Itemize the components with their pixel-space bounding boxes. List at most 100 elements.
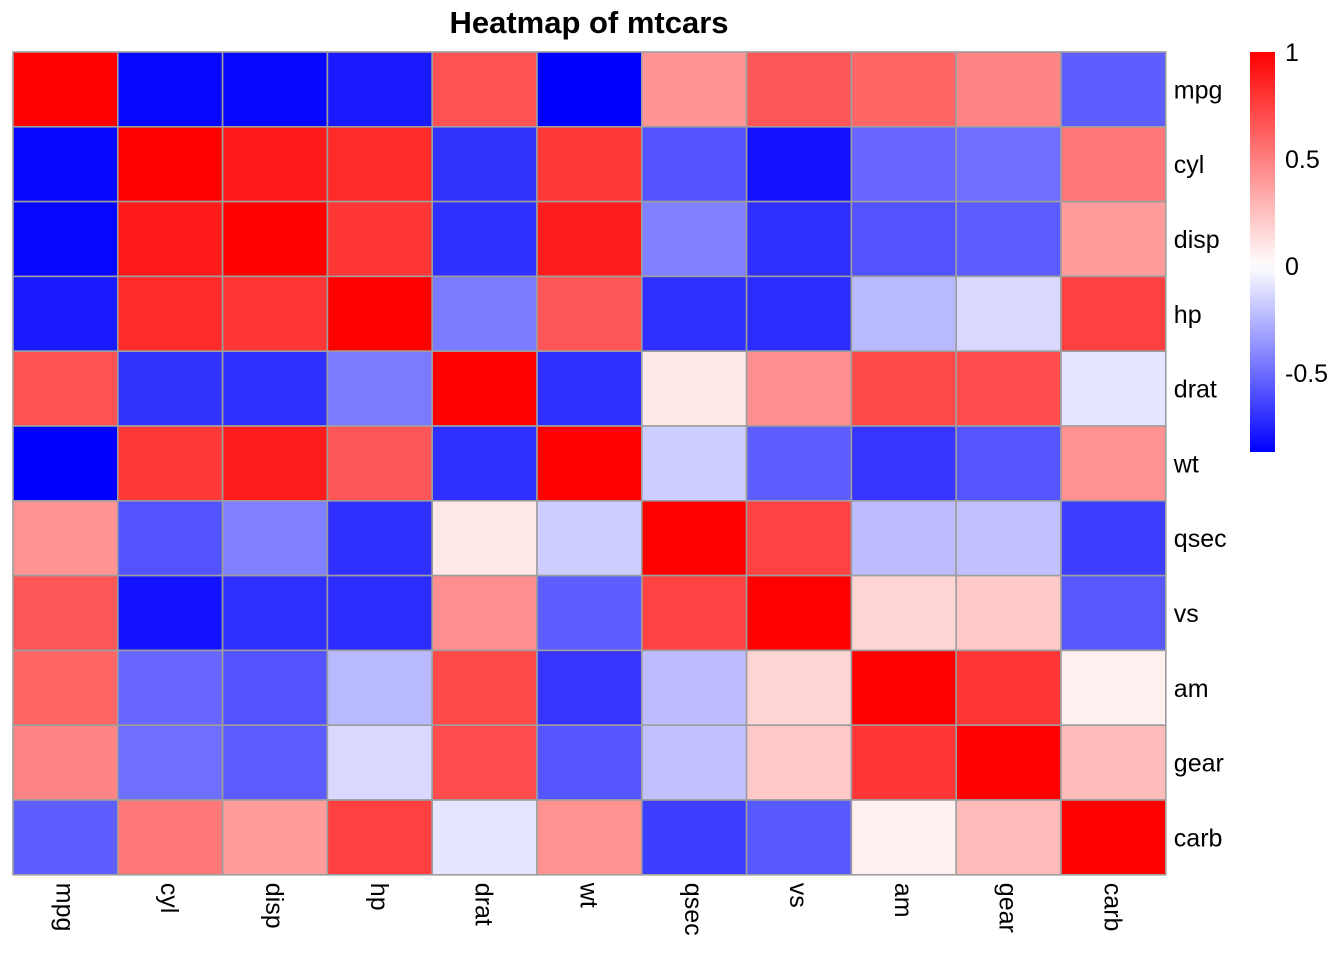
heatmap-cell-am-mpg	[12, 649, 119, 727]
heatmap-cell-wt-wt	[536, 425, 643, 502]
heatmap-cell-gear-wt	[536, 724, 643, 801]
heatmap-cell-hp-vs	[745, 275, 853, 352]
heatmap-cell-drat-gear	[955, 350, 1062, 427]
heatmap-cell-drat-cyl	[117, 350, 224, 427]
heatmap-cell-wt-carb	[1060, 425, 1167, 502]
heatmap-cell-vs-am	[850, 574, 958, 652]
heatmap-cell-am-vs	[745, 649, 853, 727]
heatmap-cell-cyl-qsec	[640, 126, 748, 203]
heatmap-cell-carb-wt	[536, 799, 643, 876]
heatmap-cell-drat-drat	[431, 350, 538, 427]
column-label-disp: disp	[260, 883, 288, 929]
heatmap-cell-hp-wt	[536, 275, 643, 352]
heatmap-cell-mpg-mpg	[12, 51, 119, 128]
heatmap-cell-qsec-hp	[326, 499, 433, 577]
heatmap-cell-drat-disp	[221, 350, 329, 427]
legend-tick-label: 0.5	[1285, 146, 1320, 174]
heatmap-cell-drat-wt	[536, 350, 643, 427]
chart-title: Heatmap of mtcars	[449, 5, 728, 40]
heatmap-cell-mpg-vs	[745, 51, 853, 128]
row-label-wt: wt	[1173, 450, 1199, 478]
heatmap-cell-cyl-disp	[221, 126, 329, 203]
heatmap-cells	[12, 51, 1167, 876]
heatmap-cell-gear-gear	[955, 724, 1062, 801]
legend-color-bar	[1250, 52, 1275, 452]
legend-tick-label: -0.5	[1285, 360, 1328, 388]
heatmap-cell-am-cyl	[117, 649, 224, 727]
heatmap-cell-drat-vs	[745, 350, 853, 427]
heatmap-cell-qsec-wt	[536, 499, 643, 577]
column-label-wt: wt	[574, 882, 602, 908]
row-label-am: am	[1174, 675, 1209, 703]
heatmap-cell-vs-gear	[955, 574, 1062, 652]
heatmap-cell-wt-disp	[221, 425, 329, 502]
heatmap-cell-disp-drat	[431, 200, 538, 278]
legend-tick-label: 0	[1285, 253, 1299, 281]
column-label-vs: vs	[784, 883, 812, 908]
heatmap-cell-gear-disp	[221, 724, 329, 801]
heatmap-cell-cyl-gear	[955, 126, 1062, 203]
heatmap-cell-hp-hp	[326, 275, 433, 352]
heatmap-cell-wt-hp	[326, 425, 433, 502]
heatmap-cell-vs-disp	[221, 574, 329, 652]
heatmap-cell-am-hp	[326, 649, 433, 727]
heatmap-cell-wt-vs	[745, 425, 853, 502]
heatmap-cell-disp-carb	[1060, 200, 1167, 278]
heatmap-cell-disp-disp	[221, 200, 329, 278]
heatmap-cell-disp-wt	[536, 200, 643, 278]
heatmap-cell-mpg-qsec	[640, 51, 748, 128]
heatmap-cell-cyl-vs	[745, 126, 853, 203]
heatmap-cell-vs-wt	[536, 574, 643, 652]
heatmap-cell-hp-mpg	[12, 275, 119, 352]
row-labels: mpg cyl disp hp drat wt qsec vs am gear carb	[1173, 76, 1227, 852]
row-label-qsec: qsec	[1174, 525, 1227, 553]
column-label-hp: hp	[365, 883, 393, 911]
row-label-cyl: cyl	[1174, 151, 1205, 179]
heatmap-cell-mpg-wt	[536, 51, 643, 128]
heatmap-cell-cyl-drat	[431, 126, 538, 203]
heatmap-cell-gear-drat	[431, 724, 538, 801]
heatmap-cell-am-drat	[431, 649, 538, 727]
heatmap-cell-mpg-hp	[326, 51, 433, 128]
heatmap-cell-hp-disp	[221, 275, 329, 352]
heatmap-cell-drat-am	[850, 350, 958, 427]
heatmap-cell-wt-am	[850, 425, 958, 502]
heatmap-cell-disp-mpg	[12, 200, 119, 278]
column-label-mpg: mpg	[50, 883, 78, 932]
heatmap-cell-drat-mpg	[12, 350, 119, 427]
heatmap-cell-am-am	[850, 649, 958, 727]
heatmap-cell-gear-mpg	[12, 724, 119, 801]
heatmap-cell-am-disp	[221, 649, 329, 727]
heatmap-cell-disp-vs	[745, 200, 853, 278]
heatmap-cell-disp-am	[850, 200, 958, 278]
heatmap-cell-hp-drat	[431, 275, 538, 352]
heatmap-cell-carb-am	[850, 799, 958, 876]
heatmap-cell-am-gear	[955, 649, 1062, 727]
heatmap-cell-vs-carb	[1060, 574, 1167, 652]
heatmap-cell-qsec-cyl	[117, 499, 224, 577]
row-label-disp: disp	[1174, 226, 1220, 254]
heatmap-cell-carb-carb	[1060, 799, 1167, 876]
heatmap-cell-qsec-mpg	[12, 499, 119, 577]
heatmap-cell-drat-qsec	[640, 350, 748, 427]
heatmap-cell-hp-cyl	[117, 275, 224, 352]
heatmap-cell-vs-hp	[326, 574, 433, 652]
heatmap-cell-mpg-carb	[1060, 51, 1167, 128]
heatmap-cell-carb-gear	[955, 799, 1062, 876]
column-label-carb: carb	[1098, 883, 1126, 932]
heatmap-cell-vs-qsec	[640, 574, 748, 652]
heatmap-cell-disp-hp	[326, 200, 433, 278]
heatmap-cell-vs-mpg	[12, 574, 119, 652]
heatmap-cell-qsec-am	[850, 499, 958, 577]
heatmap-cell-carb-qsec	[640, 799, 748, 876]
heatmap-cell-wt-qsec	[640, 425, 748, 502]
heatmap-cell-qsec-gear	[955, 499, 1062, 577]
heatmap-cell-cyl-hp	[326, 126, 433, 203]
heatmap-cell-gear-cyl	[117, 724, 224, 801]
heatmap-cell-carb-hp	[326, 799, 433, 876]
heatmap-cell-mpg-disp	[221, 51, 329, 128]
column-label-am: am	[889, 883, 917, 918]
color-legend: 1 0.5 0 -0.5	[1250, 39, 1328, 452]
heatmap-cell-mpg-gear	[955, 51, 1062, 128]
heatmap-cell-gear-qsec	[640, 724, 748, 801]
